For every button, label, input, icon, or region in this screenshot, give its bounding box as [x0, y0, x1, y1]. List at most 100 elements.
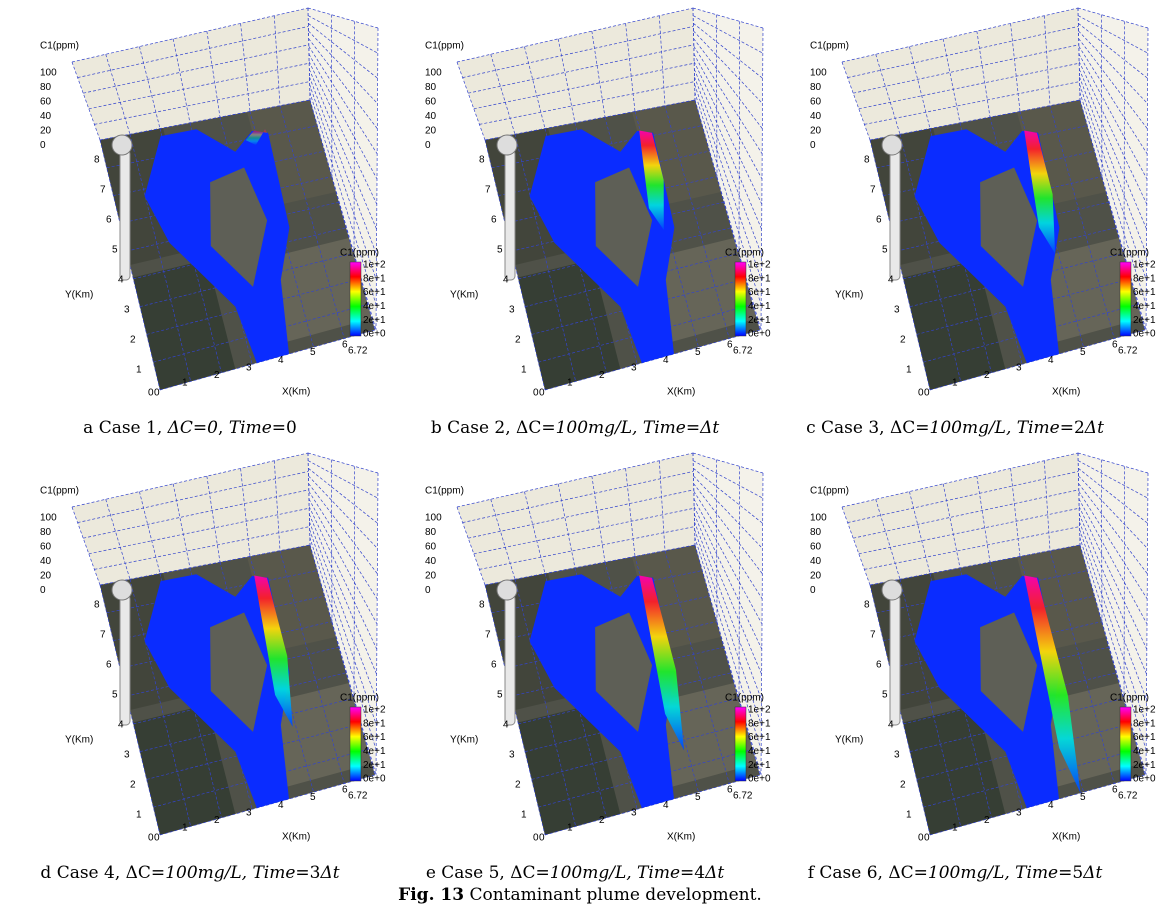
panel-caption: a Case 1, ΔC=0, Time=0: [83, 418, 297, 438]
z-tick-label: 80: [40, 527, 52, 538]
caption-part: =0: [272, 418, 297, 438]
z-tick-label: 0: [425, 585, 431, 596]
x-tick-label: 5: [695, 792, 701, 803]
x-tick-label: 3: [631, 362, 637, 373]
x-tick-label: 4: [663, 355, 669, 366]
x-axis-title: X(Km): [1052, 387, 1080, 398]
x-tick-label: 5: [1080, 347, 1086, 358]
y-tick-label: 7: [485, 630, 491, 641]
z-tick-label: 60: [425, 97, 437, 108]
colorbar-tick-label: 8e+1: [363, 718, 386, 729]
x-tick-label: 2: [214, 370, 220, 381]
y-tick-label: 6: [106, 215, 112, 226]
x-tick-label: 3: [246, 807, 252, 818]
z-tick-label: 20: [810, 571, 822, 582]
z-tick-label: 20: [425, 126, 437, 137]
colorbar-tick-label: 2e+1: [363, 760, 386, 771]
z-tick-label: 100: [810, 68, 827, 79]
y-tick-label: 8: [479, 600, 485, 611]
y-tick-label: 2: [515, 780, 521, 791]
z-tick-label: 80: [425, 82, 437, 93]
colorbar: [735, 707, 746, 781]
compass: [497, 580, 517, 600]
x-tick-label: 6.72: [348, 791, 368, 802]
x-axis-title: X(Km): [282, 387, 310, 398]
z-tick-label: 20: [810, 126, 822, 137]
z-tick-label: 0: [810, 140, 816, 151]
y-tick-label: 4: [888, 275, 894, 286]
colorbar-tick-label: 8e+1: [748, 718, 771, 729]
y-axis-title: Y(Km): [835, 290, 863, 301]
z-tick-label: 100: [40, 68, 57, 79]
z-axis-title: C1(ppm): [810, 486, 849, 497]
panel-caption: e Case 5, ΔC=100mg/L, Time=4Δt: [426, 863, 724, 883]
caption-part: =4: [680, 863, 705, 883]
colorbar-tick-label: 2e+1: [1133, 760, 1156, 771]
colorbar-tick-label: 8e+1: [748, 273, 771, 284]
caption-part: 100mg/L, Time: [930, 418, 1060, 438]
y-tick-label: 4: [503, 720, 509, 731]
y-tick-label: 8: [94, 600, 100, 611]
scale-widget: [505, 150, 515, 280]
colorbar-tick-label: 1e+2: [363, 705, 386, 716]
panel: C1(ppm)10080604020087654321001234566.72Y…: [40, 8, 386, 399]
panel-caption: d Case 4, ΔC=100mg/L, Time=3Δt: [40, 863, 339, 883]
caption-part: =3: [295, 863, 320, 883]
colorbar-tick-label: 4e+1: [748, 746, 771, 757]
caption-part: c Case 3, ΔC=: [806, 418, 929, 438]
y-tick-label: 5: [882, 245, 888, 256]
y-tick-label: 3: [124, 750, 130, 761]
z-axis-title: C1(ppm): [40, 486, 79, 497]
y-tick-label: 1: [136, 810, 142, 821]
x-tick-label: 4: [1048, 800, 1054, 811]
x-tick-label: 2: [214, 815, 220, 826]
x-axis-title: X(Km): [667, 387, 695, 398]
colorbar-tick-label: 1e+2: [1133, 705, 1156, 716]
colorbar-tick-label: 6e+1: [363, 287, 386, 298]
caption-part: =2: [1060, 418, 1085, 438]
colorbar-tick-label: 4e+1: [363, 301, 386, 312]
x-tick-label: 2: [984, 815, 990, 826]
scale-widget: [120, 150, 130, 280]
scale-widget: [890, 150, 900, 280]
x-tick-label: 5: [695, 347, 701, 358]
y-tick-label: 7: [485, 185, 491, 196]
colorbar-tick-label: 0e+0: [748, 774, 771, 785]
z-tick-label: 20: [40, 571, 52, 582]
y-tick-label: 2: [130, 780, 136, 791]
colorbar-tick-label: 0e+0: [1133, 329, 1156, 340]
y-tick-label: 5: [112, 690, 118, 701]
colorbar-tick-label: 6e+1: [748, 732, 771, 743]
y-tick-label: 1: [906, 365, 912, 376]
colorbar: [350, 707, 361, 781]
z-axis-title: C1(ppm): [810, 41, 849, 52]
x-tick-label: 6.72: [348, 346, 368, 357]
y-tick-label: 1: [136, 365, 142, 376]
y-tick-label: 7: [100, 630, 106, 641]
figure-caption: Fig. 13 Contaminant plume development.: [398, 885, 762, 905]
x-tick-label: 0: [924, 388, 930, 399]
x-tick-label: 5: [310, 792, 316, 803]
colorbar: [1120, 262, 1131, 336]
y-tick-label: 3: [894, 750, 900, 761]
y-tick-label: 6: [106, 660, 112, 671]
y-tick-label: 7: [100, 185, 106, 196]
caption-part: 100mg/L, Time: [556, 418, 686, 438]
colorbar-tick-label: 2e+1: [1133, 315, 1156, 326]
caption-part: =5: [1058, 863, 1083, 883]
y-tick-label: 2: [900, 780, 906, 791]
colorbar-tick-label: 4e+1: [748, 301, 771, 312]
x-axis-title: X(Km): [1052, 832, 1080, 843]
figure-caption-text: Contaminant plume development.: [469, 885, 761, 905]
y-tick-label: 4: [118, 275, 124, 286]
colorbar-tick-label: 6e+1: [1133, 287, 1156, 298]
colorbar-tick-label: 4e+1: [1133, 301, 1156, 312]
colorbar-tick-label: 0e+0: [363, 329, 386, 340]
page: C1(ppm)10080604020087654321001234566.72Y…: [0, 0, 1160, 916]
x-tick-label: 1: [952, 823, 958, 834]
y-axis-title: Y(Km): [835, 735, 863, 746]
caption-part: 100mg/L, Time: [928, 863, 1058, 883]
caption-part: ,: [218, 418, 229, 438]
z-tick-label: 60: [425, 542, 437, 553]
